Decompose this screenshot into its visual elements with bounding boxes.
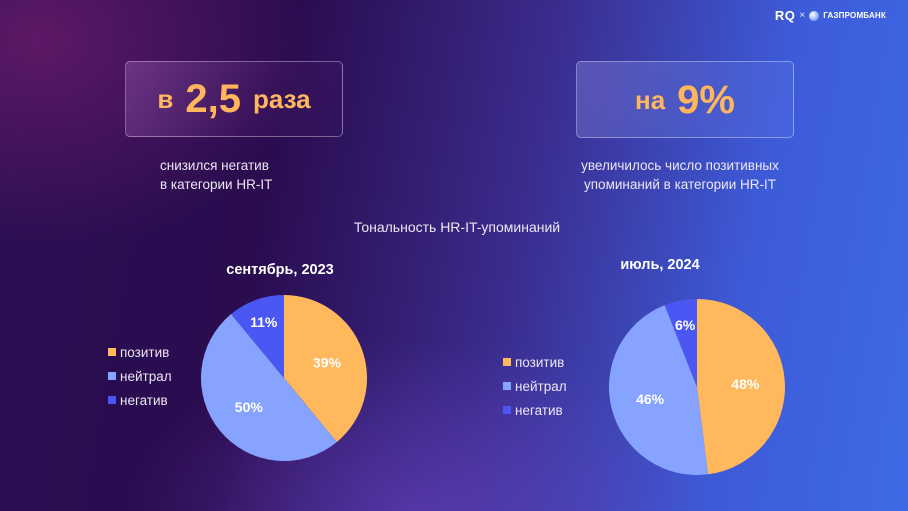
legend-swatch-neutral xyxy=(108,372,116,380)
pie-label-positive: 48% xyxy=(731,376,760,392)
legend-swatch-positive xyxy=(503,358,511,366)
stat-value: 9% xyxy=(677,77,735,122)
legend-item-neutral: нейтрал xyxy=(108,364,172,388)
legend-item-negative: негатив xyxy=(503,398,567,422)
pie-chart-2023: 39% 50% 11% xyxy=(201,295,367,461)
pie-label-neutral: 50% xyxy=(235,399,264,415)
legend-swatch-positive xyxy=(108,348,116,356)
pie-slice-positive xyxy=(284,295,367,442)
pie-slice-neutral xyxy=(609,305,709,475)
caption-line: в категории HR-IT xyxy=(160,177,273,192)
chart-legend-2024: позитив нейтрал негатив xyxy=(503,350,567,422)
legend-item-positive: позитив xyxy=(503,350,567,374)
stat-caption-positive: увеличилось число позитивных упоминаний … xyxy=(540,156,820,194)
pie-label-negative: 6% xyxy=(675,317,696,333)
chart-legend-2023: позитив нейтрал негатив xyxy=(108,340,172,412)
legend-swatch-negative xyxy=(503,406,511,414)
chart-title-2023: сентябрь, 2023 xyxy=(226,262,334,278)
legend-item-positive: позитив xyxy=(108,340,172,364)
pie-slice-negative xyxy=(664,299,697,387)
rq-logo: RQ xyxy=(774,8,796,23)
pie-label-neutral: 46% xyxy=(636,391,665,407)
stat-value: 2,5 xyxy=(185,77,241,121)
gazprombank-globe-icon xyxy=(809,10,820,21)
stat-prefix: на xyxy=(635,84,666,115)
caption-line: увеличилось число позитивных xyxy=(581,158,779,173)
pie-slice-neutral xyxy=(201,314,337,461)
caption-line: упоминаний в категории HR-IT xyxy=(584,177,776,192)
stat-prefix: в xyxy=(157,84,174,114)
pie-label-positive: 39% xyxy=(313,355,342,371)
stat-box-positive-increase: на 9% xyxy=(576,61,794,138)
pie-chart-2024: 48% 46% 6% xyxy=(609,299,786,475)
chart-title-2024: июль, 2024 xyxy=(620,257,700,273)
legend-item-neutral: нейтрал xyxy=(503,374,567,398)
stat-box-negative-decrease: в 2,5 раза xyxy=(125,61,343,137)
stat-caption-negative: снизился негатив в категории HR-IT xyxy=(130,156,340,194)
section-title: Тональность HR-IT-упоминаний xyxy=(353,219,561,235)
logo-separator: × xyxy=(799,10,806,21)
partner-logo-text: ГАЗПРОМБАНК xyxy=(823,11,886,20)
legend-swatch-neutral xyxy=(503,382,511,390)
legend-swatch-negative xyxy=(108,396,116,404)
pie-slice-positive xyxy=(697,299,786,475)
stat-suffix: раза xyxy=(252,84,311,114)
brand-logo: RQ × ГАЗПРОМБАНК xyxy=(775,8,886,23)
pie-slice-negative xyxy=(231,295,284,378)
legend-item-negative: негатив xyxy=(108,388,172,412)
pie-label-negative: 11% xyxy=(250,314,278,330)
caption-line: снизился негатив xyxy=(160,158,269,173)
